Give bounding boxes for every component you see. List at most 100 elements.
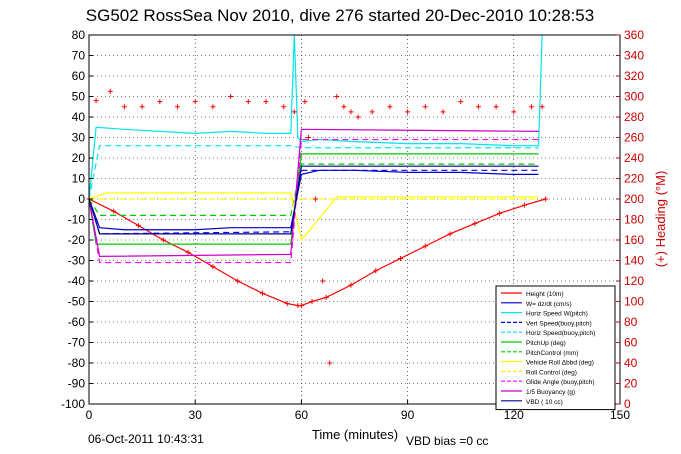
x-tick-label: 60 [295, 408, 309, 422]
series-point-12 [440, 109, 446, 115]
series-point-0 [521, 202, 527, 208]
series-point-0 [497, 210, 503, 216]
y-tick-label: -40 [68, 274, 86, 288]
y-right-tick-label: 300 [624, 90, 644, 104]
y-right-tick-label: 180 [624, 213, 644, 227]
x-axis-label: Time (minutes) [312, 427, 398, 442]
series-point-12 [327, 360, 333, 366]
series-point-12 [157, 99, 163, 105]
series-point-12 [539, 104, 545, 110]
y-right-tick-label: 80 [624, 315, 638, 329]
legend-label: Vehicle Roll Δbbd (deg) [526, 360, 594, 367]
y-tick-label: -20 [68, 233, 86, 247]
series-line-9 [88, 138, 539, 264]
legend-label: Roll Control (deg) [526, 369, 577, 376]
y-tick-label: 80 [72, 28, 86, 42]
series-point-12 [175, 104, 180, 110]
y-tick-label: 40 [72, 110, 86, 124]
series-point-12 [369, 109, 375, 115]
y-tick-label: -70 [68, 336, 86, 350]
series-line-0 [88, 198, 546, 307]
series-point-12 [121, 104, 127, 110]
legend-label: Horiz Speed(buoy,pitch) [526, 330, 595, 337]
series-point-12 [348, 109, 354, 115]
y-right-tick-label: 200 [624, 192, 644, 206]
y-right-tick-label: 160 [624, 233, 644, 247]
legend-label: VBD ( 10 cc) [526, 399, 563, 406]
y-right-tick-label: 280 [624, 110, 644, 124]
y-right-tick-label: 340 [624, 49, 644, 63]
legend-label: Vert Speed(buoy,pitch) [526, 320, 592, 327]
y-tick-label: 70 [72, 49, 86, 63]
series-point-12 [458, 99, 464, 105]
y-right-tick-label: 40 [624, 356, 638, 370]
series-point-0 [210, 264, 216, 270]
y-tick-label: -80 [68, 356, 86, 370]
series-point-12 [341, 104, 347, 110]
y-tick-label: 10 [72, 172, 86, 186]
series-point-12 [139, 104, 145, 110]
axes: 0 30 60 90 120 150-100-90-80-70-60-50-40-30-2… [61, 28, 644, 422]
series-line-1 [88, 169, 539, 231]
series-point-0 [309, 299, 315, 304]
y-tick-label: -10 [68, 213, 86, 227]
x-tick-label: 90 [401, 408, 415, 422]
series-point-12 [387, 104, 393, 110]
y-right-tick-label: 100 [624, 295, 644, 309]
chart-title: SG502 RossSea Nov 2010, dive 276 started… [86, 6, 594, 25]
y-tick-label: -50 [68, 295, 86, 309]
series-point-12 [263, 99, 269, 105]
series-point-12 [305, 135, 311, 140]
series-point-12 [302, 99, 308, 105]
grid [89, 35, 620, 404]
series-point-0 [235, 278, 241, 284]
x-tick-label: 150 [610, 408, 630, 422]
series-line-6 [88, 163, 539, 216]
legend: Height (10m) W= dz/dt (cm/s) Horiz Speed W… [495, 285, 616, 411]
y-tick-label: 0 [78, 192, 85, 206]
series-point-0 [160, 237, 166, 243]
series-point-0 [136, 223, 142, 229]
x-tick-label: 30 [189, 408, 203, 422]
series-point-12 [355, 114, 361, 120]
series-line-2 [88, 34, 543, 200]
legend-label: Height (10m) [526, 291, 564, 298]
y-right-tick-label: 20 [624, 377, 638, 391]
y-right-tick-label: 60 [624, 336, 638, 350]
x-tick-label: 0 [86, 408, 93, 422]
y-right-tick-label: 360 [624, 28, 644, 42]
series-point-0 [373, 268, 379, 274]
series-point-12 [281, 104, 287, 110]
legend-label: Horiz Speed W(pitch) [526, 311, 588, 318]
series-point-0 [111, 208, 117, 214]
y-right-tick-label: 240 [624, 151, 644, 165]
y-tick-label: 20 [72, 151, 86, 165]
series-point-12 [245, 99, 251, 105]
series-point-12 [422, 104, 428, 110]
y-tick-label: -100 [61, 397, 85, 411]
legend-box [495, 285, 616, 411]
series-point-0 [472, 221, 478, 227]
y-tick-label: 60 [72, 69, 86, 83]
y-tick-label: 50 [72, 90, 86, 104]
legend-label: PitchUp (deg) [526, 340, 566, 347]
series-point-12 [228, 94, 234, 99]
series-line-10 [88, 128, 539, 258]
series-point-12 [320, 278, 326, 284]
series-point-12 [291, 109, 297, 115]
series-point-0 [323, 294, 329, 300]
right-axis-label: (+) Heading (°M) [653, 171, 668, 268]
timestamp-text: 06-Oct-2011 10:43:31 [88, 432, 204, 446]
series-point-12 [493, 104, 499, 110]
series-point-0 [348, 282, 354, 288]
y-tick-label: -30 [68, 254, 86, 268]
series-point-0 [422, 243, 428, 249]
x-tick-label: 120 [504, 408, 524, 422]
series-point-0 [447, 231, 453, 237]
series-point-12 [405, 109, 411, 115]
y-tick-label: 30 [72, 131, 86, 145]
series-point-0 [543, 196, 549, 202]
y-right-tick-label: 320 [624, 69, 644, 83]
series-point-0 [298, 303, 304, 309]
